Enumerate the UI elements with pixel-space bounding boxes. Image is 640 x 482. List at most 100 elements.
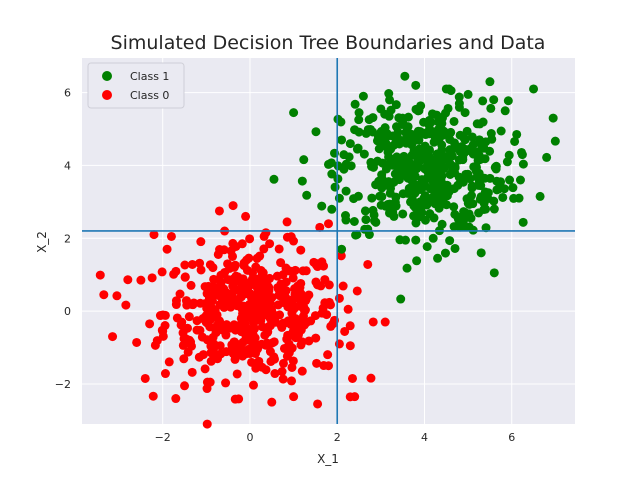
class-0-point (287, 362, 297, 372)
class-0-point (166, 231, 176, 241)
class-0-point (213, 249, 223, 259)
class-0-point (181, 296, 191, 306)
class-1-point (358, 91, 368, 101)
legend-marker-class-0 (102, 90, 112, 100)
class-0-point (257, 362, 267, 372)
class-1-point (476, 192, 486, 202)
class-1-point (450, 138, 460, 148)
class-0-point (209, 348, 219, 358)
class-0-point (158, 326, 168, 336)
class-1-point (496, 177, 506, 187)
class-0-point (289, 266, 299, 276)
class-0-point (232, 301, 242, 311)
class-0-point (164, 357, 174, 367)
class-1-point (455, 130, 465, 140)
class-0-point (221, 291, 231, 301)
y-tick-label: 4 (64, 159, 71, 172)
class-1-point (428, 233, 438, 243)
class-1-point (376, 200, 386, 210)
class-1-point (367, 193, 377, 203)
class-0-point (289, 236, 299, 246)
class-1-point (428, 182, 438, 192)
legend: Class 1 Class 0 (87, 62, 185, 109)
class-1-point (463, 198, 473, 208)
class-1-point (411, 104, 421, 114)
class-0-point (287, 343, 297, 353)
class-0-point (184, 312, 194, 322)
class-1-point (512, 129, 522, 139)
class-0-point (278, 358, 288, 368)
class-1-point (269, 174, 279, 184)
class-1-point (449, 202, 459, 212)
class-1-point (444, 186, 454, 196)
class-0-point (270, 313, 280, 323)
class-1-point (439, 164, 449, 174)
class-1-point (518, 217, 528, 227)
class-0-point (350, 392, 360, 402)
class-0-point (206, 314, 216, 324)
class-0-point (208, 332, 218, 342)
class-1-point (464, 222, 474, 232)
class-1-point (423, 167, 433, 177)
class-1-point (361, 215, 371, 225)
class-0-point (301, 294, 311, 304)
class-0-point (219, 325, 229, 335)
class-0-point (162, 244, 172, 254)
class-0-point (245, 234, 255, 244)
class-1-point (491, 164, 501, 174)
class-1-point (467, 132, 477, 142)
y-axis-label: X_2 (35, 231, 49, 253)
class-1-point (410, 188, 420, 198)
class-1-point (502, 157, 512, 167)
class-0-point (267, 292, 277, 302)
class-0-point (184, 335, 194, 345)
class-0-point (363, 259, 373, 269)
class-1-point (474, 176, 484, 186)
class-1-point (458, 153, 468, 163)
class-1-point (371, 180, 381, 190)
y-tick-label: 6 (64, 87, 71, 100)
data-points (95, 71, 560, 429)
class-0-point (251, 349, 261, 359)
class-0-point (196, 237, 206, 247)
class-0-point (209, 274, 219, 284)
class-1-point (445, 236, 455, 246)
class-1-point (366, 157, 376, 167)
class-0-point (195, 258, 205, 268)
class-1-point (402, 263, 412, 273)
class-0-point (267, 397, 277, 407)
class-1-point (327, 204, 337, 214)
class-1-point (368, 113, 378, 123)
class-0-point (136, 275, 146, 285)
class-1-point (411, 149, 421, 159)
class-1-point (368, 127, 378, 137)
class-1-point (509, 193, 519, 203)
class-0-point (326, 300, 336, 310)
class-1-point (376, 127, 386, 137)
class-1-point (391, 192, 401, 202)
class-0-point (288, 273, 298, 283)
class-0-point (313, 262, 323, 272)
class-0-point (297, 317, 307, 327)
class-1-point (449, 168, 459, 178)
class-1-point (498, 192, 508, 202)
class-1-point (505, 175, 515, 185)
class-0-point (215, 299, 225, 309)
class-1-point (443, 103, 453, 113)
class-0-point (328, 319, 338, 329)
class-1-point (427, 109, 437, 119)
class-1-point (489, 268, 499, 278)
class-1-point (354, 127, 364, 137)
class-0-point (200, 364, 210, 374)
class-0-point (145, 319, 155, 329)
class-0-point (203, 281, 213, 291)
class-1-point (341, 215, 351, 225)
class-1-point (377, 192, 387, 202)
class-1-point (420, 215, 430, 225)
class-1-point (481, 204, 491, 214)
class-1-point (384, 111, 394, 121)
class-1-point (339, 150, 349, 160)
class-0-point (147, 273, 157, 283)
class-0-point (180, 381, 190, 391)
